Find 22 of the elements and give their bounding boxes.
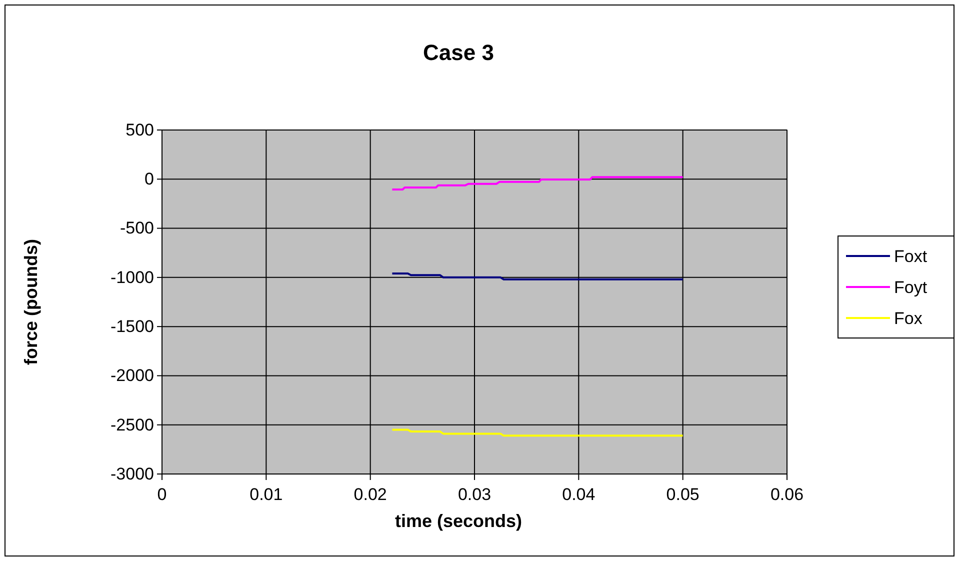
legend-label: Fox <box>894 309 923 328</box>
legend-label: Foyt <box>894 278 928 297</box>
y-tick-label: -3000 <box>110 464 154 484</box>
x-tick-label: 0.01 <box>250 485 283 504</box>
x-tick-label: 0.03 <box>458 485 492 504</box>
y-tick-label: -1500 <box>110 317 154 336</box>
legend-label: Foxt <box>894 247 928 266</box>
y-axis-title: force (pounds) <box>21 239 41 365</box>
x-tick-label: 0 <box>157 485 167 504</box>
x-tick-label: 0.06 <box>770 485 804 504</box>
y-tick-label: -2500 <box>110 415 154 434</box>
chart-title: Case 3 <box>423 40 494 65</box>
line-series <box>391 176 684 190</box>
y-tick-label: 0 <box>144 170 154 189</box>
y-tick-label: -2000 <box>110 366 154 386</box>
x-tick-label: 0.04 <box>562 485 596 504</box>
y-tick-label: -500 <box>120 218 154 238</box>
y-tick-label: 500 <box>126 120 154 140</box>
x-tick-label: 0.05 <box>666 485 700 504</box>
x-axis-title: time (seconds) <box>394 511 522 531</box>
x-tick-label: 0.02 <box>354 485 387 504</box>
y-tick-label: -1000 <box>110 268 154 287</box>
